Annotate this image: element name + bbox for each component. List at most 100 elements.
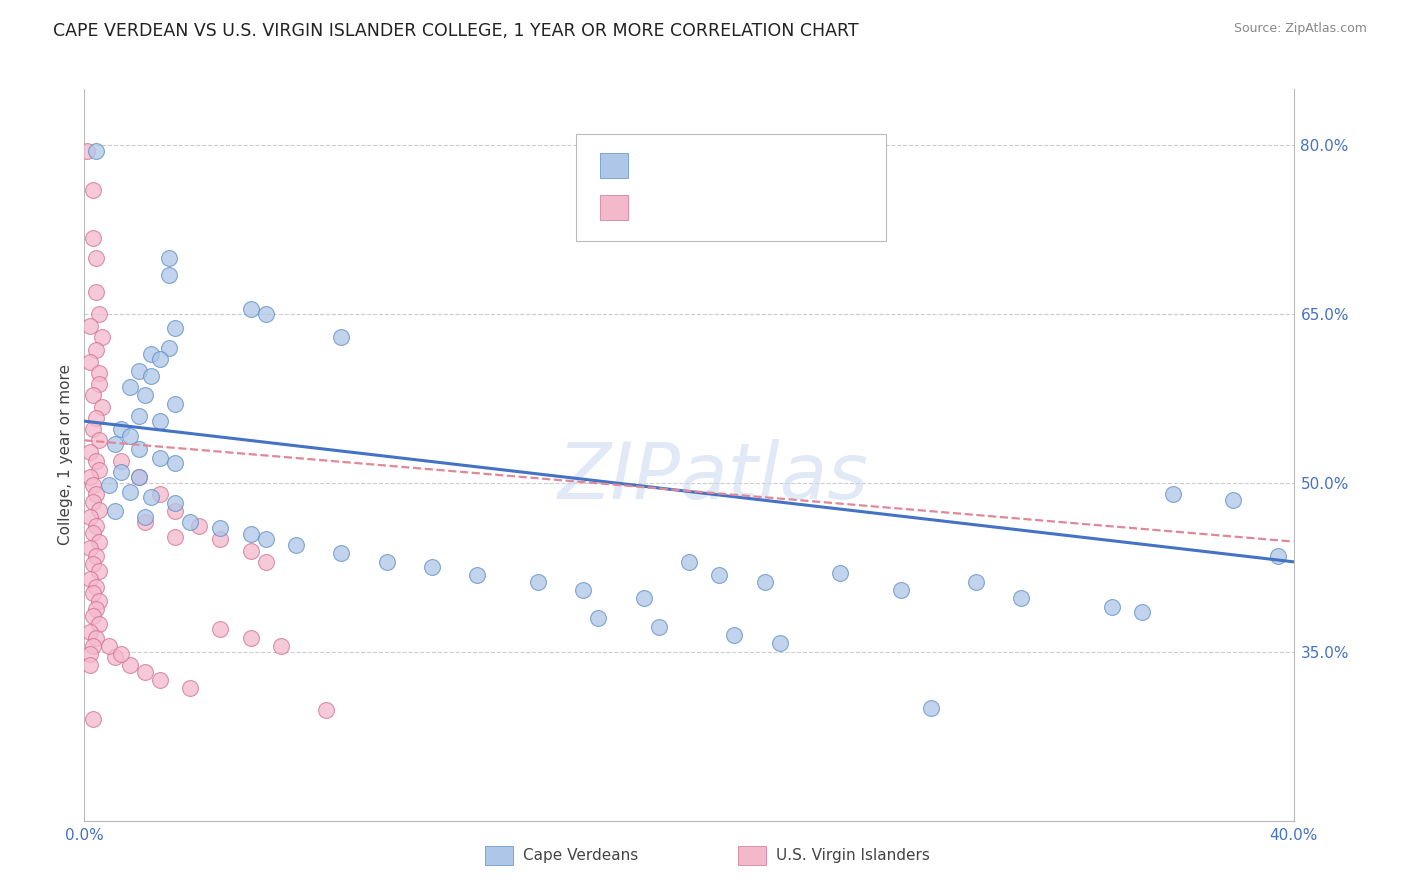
Point <box>86 487 108 501</box>
Point <box>239 543 262 558</box>
Point <box>97 639 120 653</box>
Point <box>89 564 111 578</box>
Point <box>527 575 550 590</box>
Point <box>179 681 201 695</box>
Point <box>89 534 111 549</box>
Point <box>1161 487 1184 501</box>
Point <box>723 628 745 642</box>
Point <box>86 251 108 265</box>
Point <box>82 712 104 726</box>
Point <box>79 658 101 673</box>
Point <box>678 555 700 569</box>
Point <box>82 557 104 571</box>
Point <box>86 410 108 425</box>
Point <box>89 462 111 476</box>
Point <box>754 575 776 590</box>
Text: CAPE VERDEAN VS U.S. VIRGIN ISLANDER COLLEGE, 1 YEAR OR MORE CORRELATION CHART: CAPE VERDEAN VS U.S. VIRGIN ISLANDER COL… <box>53 22 859 40</box>
Point <box>110 422 132 436</box>
Point <box>86 549 108 564</box>
Point <box>86 632 108 646</box>
Point <box>134 388 156 402</box>
Text: Cape Verdeans: Cape Verdeans <box>523 848 638 863</box>
Point <box>79 354 101 368</box>
Point <box>82 388 104 402</box>
Point <box>149 487 172 501</box>
Point <box>149 352 172 367</box>
Point <box>89 366 111 380</box>
Point <box>128 363 150 377</box>
Y-axis label: College, 1 year or more: College, 1 year or more <box>58 365 73 545</box>
Point <box>239 526 262 541</box>
Point <box>769 636 792 650</box>
Point <box>118 380 141 394</box>
Point <box>330 330 353 344</box>
Point <box>82 639 104 653</box>
Point <box>270 639 292 653</box>
Point <box>82 231 104 245</box>
Point <box>1130 606 1153 620</box>
Point <box>920 701 942 715</box>
Point <box>82 478 104 492</box>
Point <box>79 470 101 484</box>
Point <box>633 591 655 605</box>
Point <box>110 465 132 479</box>
Point <box>239 301 262 316</box>
Text: R =  -0.148   N = 59: R = -0.148 N = 59 <box>643 156 810 170</box>
Point <box>79 509 101 524</box>
Point <box>254 307 277 321</box>
Point <box>165 504 187 518</box>
Point <box>165 456 187 470</box>
Point <box>165 320 187 334</box>
Point <box>1101 599 1123 614</box>
Point <box>157 251 180 265</box>
Point <box>315 703 337 717</box>
Point <box>118 658 141 673</box>
Point <box>285 538 308 552</box>
Point <box>91 400 114 414</box>
Point <box>89 594 111 608</box>
Point <box>82 525 104 540</box>
Point <box>209 623 232 637</box>
Point <box>86 580 108 594</box>
Point <box>1222 492 1244 507</box>
Point <box>830 566 852 580</box>
Text: R = -0.030   N = 74: R = -0.030 N = 74 <box>643 194 806 208</box>
Point <box>149 673 172 687</box>
Point <box>375 555 398 569</box>
Point <box>134 509 156 524</box>
Point <box>79 624 101 639</box>
Point <box>139 490 162 504</box>
Point <box>89 616 111 631</box>
Point <box>82 586 104 600</box>
Point <box>79 541 101 556</box>
Point <box>128 470 150 484</box>
Point <box>157 268 180 282</box>
Point <box>239 632 262 646</box>
Point <box>467 568 489 582</box>
Point <box>139 346 162 360</box>
Point <box>82 184 104 198</box>
Point <box>79 444 101 458</box>
Point <box>82 608 104 623</box>
Point <box>209 533 232 547</box>
Point <box>149 414 172 428</box>
Point <box>86 144 108 158</box>
Point <box>89 307 111 321</box>
Point <box>965 575 987 590</box>
Point <box>97 478 120 492</box>
Point <box>188 518 211 533</box>
Point <box>110 453 132 467</box>
Point <box>128 409 150 423</box>
Point <box>79 318 101 333</box>
Point <box>890 582 912 597</box>
Point <box>86 518 108 533</box>
Point <box>118 429 141 443</box>
Point <box>648 620 671 634</box>
Point <box>128 442 150 457</box>
Text: ZIPatlas: ZIPatlas <box>558 439 869 515</box>
Point <box>179 516 201 530</box>
Point <box>110 647 132 661</box>
Point <box>79 572 101 586</box>
Point <box>157 341 180 355</box>
Point <box>149 451 172 466</box>
